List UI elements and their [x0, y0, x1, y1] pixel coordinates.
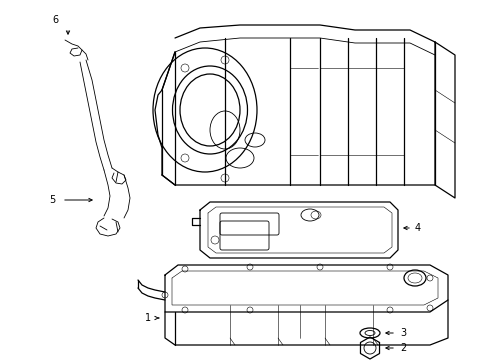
Text: 2: 2 [399, 343, 406, 353]
Text: 5: 5 [49, 195, 55, 205]
Text: 6: 6 [52, 15, 58, 25]
Text: 4: 4 [414, 223, 420, 233]
Text: 1: 1 [144, 313, 151, 323]
Text: 3: 3 [399, 328, 406, 338]
